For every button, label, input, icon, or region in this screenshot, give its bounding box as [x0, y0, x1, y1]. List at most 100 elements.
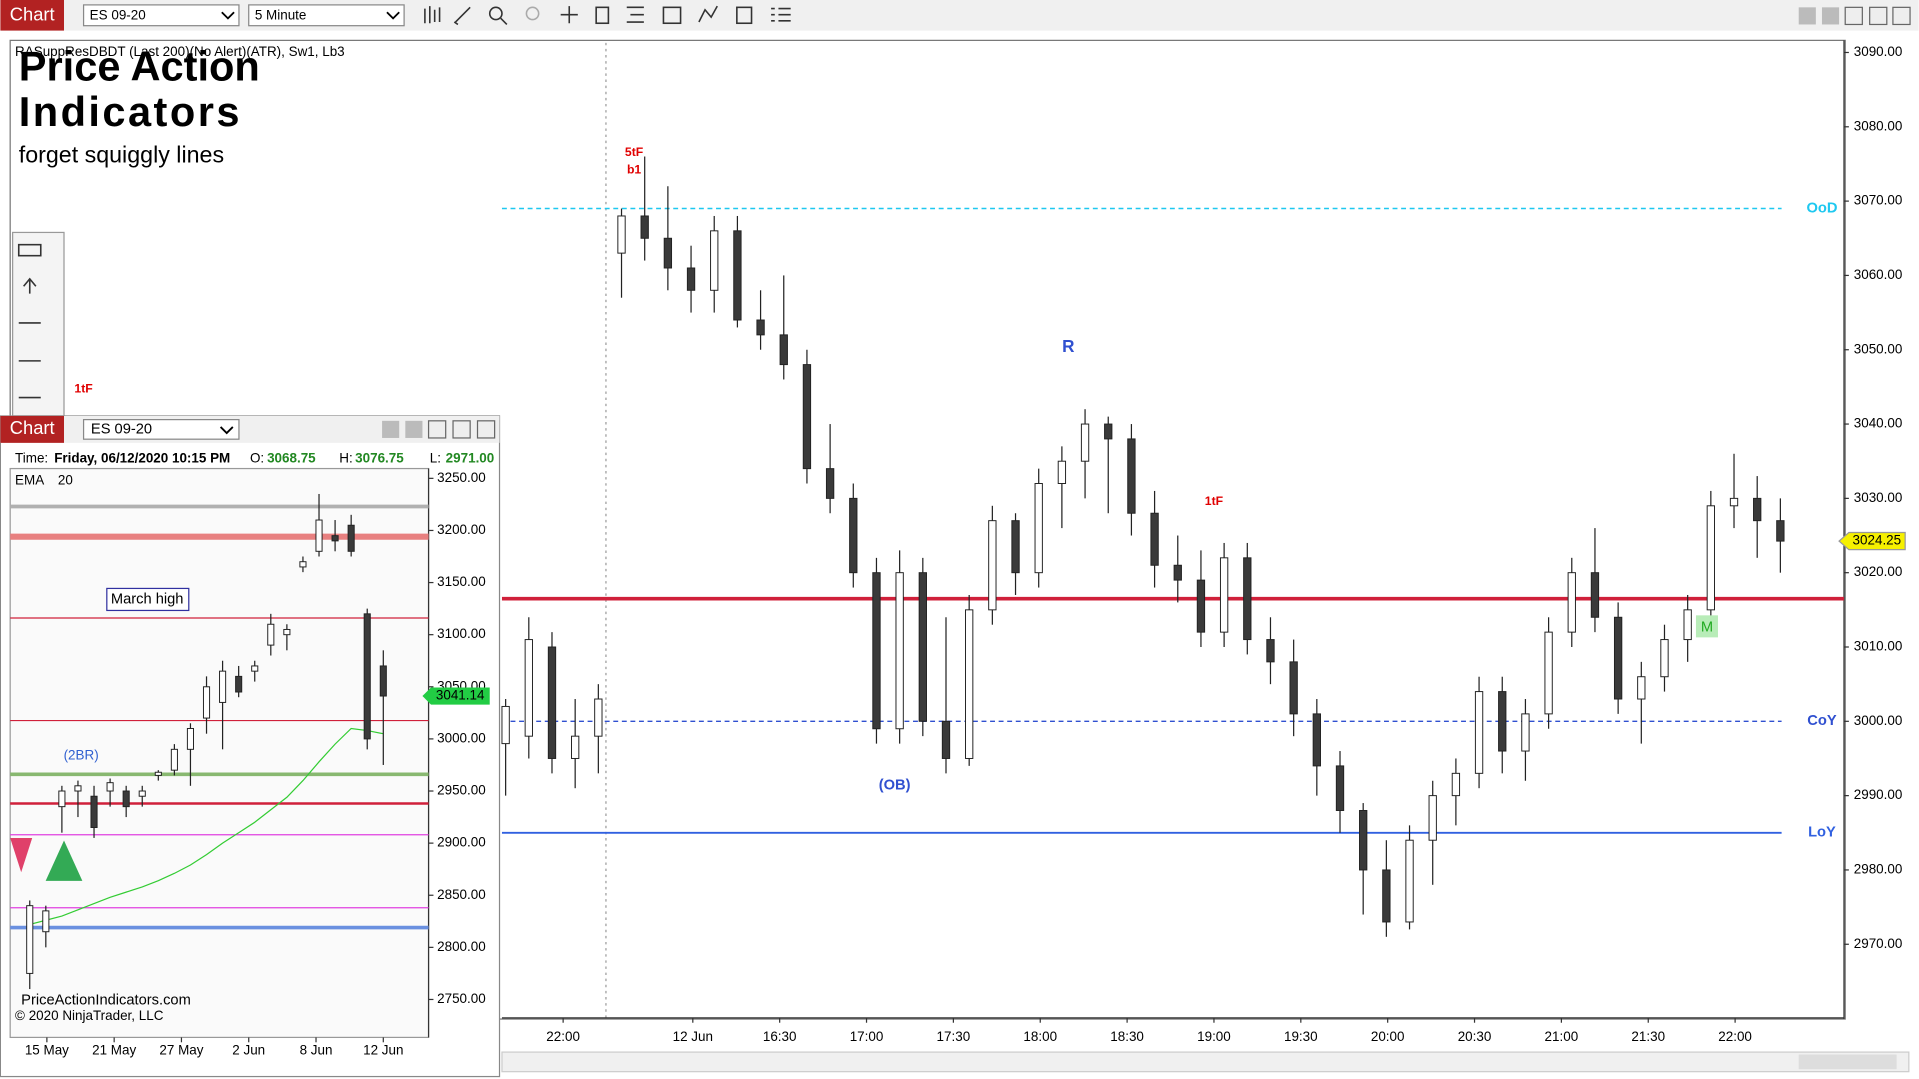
inset-toolbar [0, 415, 500, 443]
candle-body [106, 782, 114, 792]
interval-label[interactable]: 5 Minute [255, 7, 307, 22]
ema-period: 20 [58, 472, 73, 487]
candle-body [617, 215, 626, 254]
instrument-label[interactable]: ES 09-20 [90, 7, 146, 22]
annotation: 1tF [74, 381, 93, 395]
inset-tab-label[interactable]: Chart [10, 417, 55, 438]
candle-body [347, 524, 355, 552]
candle-body [219, 670, 227, 703]
candle-body [154, 771, 162, 776]
x-tick-label: 18:00 [1023, 1029, 1057, 1044]
x-tick-label: 21 May [92, 1042, 136, 1057]
candle-body [663, 237, 673, 269]
x-tick-label: 20:00 [1371, 1029, 1405, 1044]
last-price-tag [1838, 531, 1906, 551]
interval-select[interactable] [248, 4, 405, 27]
candle-body [686, 267, 696, 291]
y-tick-label: 2950.00 [437, 783, 486, 798]
y-tick-label: 3080.00 [1854, 118, 1903, 133]
candle-body [26, 905, 34, 974]
x-tick-label: 20:30 [1458, 1029, 1492, 1044]
candle-body [1219, 557, 1229, 633]
candle-body [941, 720, 951, 759]
x-tick-label: 8 Jun [300, 1042, 333, 1057]
candle-body [1474, 691, 1484, 774]
candle-body [299, 561, 307, 568]
y-tick-label: 3200.00 [437, 522, 486, 537]
candle-body [58, 790, 66, 808]
inset-tab[interactable] [0, 415, 65, 443]
candle-body [802, 364, 812, 470]
candle-body [1613, 616, 1623, 700]
y-tick-label: 3020.00 [1854, 564, 1903, 579]
y-tick-label: 3090.00 [1854, 44, 1903, 59]
annotation: R [1062, 337, 1074, 356]
last-price-tag [422, 687, 490, 705]
info-low: 2971.00 [446, 450, 495, 465]
candle-body [918, 572, 927, 722]
last-price-label: 3041.14 [436, 688, 485, 703]
candle-body [1289, 661, 1298, 715]
scroll-thumb[interactable] [1798, 1054, 1897, 1070]
brand-tagline: forget squiggly lines [19, 142, 224, 168]
candle-body [1034, 483, 1043, 574]
candle-body [1359, 810, 1368, 871]
candle-body [1312, 713, 1321, 767]
info-label: Time: [15, 450, 48, 465]
candle-body [1776, 520, 1785, 542]
level-label: LoY [1808, 825, 1836, 841]
y-tick-label: 2750.00 [437, 991, 486, 1006]
candle-body [1706, 505, 1716, 611]
instrument-select[interactable] [82, 4, 240, 27]
annotation-box [1695, 615, 1718, 638]
x-tick-label: 19:00 [1197, 1029, 1231, 1044]
candle-body [1567, 572, 1576, 633]
inset-instrument-select[interactable] [82, 418, 240, 440]
candle-body [1127, 438, 1136, 514]
brand-title: Indicators [19, 88, 242, 135]
y-tick-label: 3000.00 [1854, 713, 1903, 728]
candle-body [501, 705, 510, 745]
level-label: OoD [1806, 200, 1837, 216]
brand-title: Price Action [19, 43, 260, 90]
candle-body [1335, 765, 1345, 811]
candle-body [571, 735, 580, 759]
candle-body [90, 795, 98, 828]
window-buttons[interactable] [1798, 6, 1911, 26]
candle-body [965, 609, 974, 759]
dropdown-arrow [219, 426, 234, 435]
chart-tab-label[interactable]: Chart [10, 4, 55, 25]
candle-body [1428, 795, 1437, 841]
y-tick-label: 3030.00 [1854, 490, 1903, 505]
chart-tab[interactable] [0, 0, 65, 31]
candle-body [1521, 713, 1530, 752]
info-label: L: [430, 450, 441, 465]
x-tick-label: 12 Jun [673, 1029, 713, 1044]
candle-body [1382, 869, 1391, 923]
candle-body [640, 215, 649, 239]
candle-body [1080, 423, 1090, 462]
last-price-label: 3024.25 [1853, 533, 1902, 548]
drawing-tools[interactable] [17, 243, 42, 399]
annotation: 5tF [625, 145, 644, 159]
y-tick-label: 3000.00 [437, 730, 486, 745]
inset-instrument[interactable]: ES 09-20 [91, 421, 152, 437]
y-tick-label: 3150.00 [437, 574, 486, 589]
x-tick-label: 2 Jun [232, 1042, 265, 1057]
candle-body [1150, 512, 1159, 566]
y-tick-label: 3050.00 [1854, 341, 1903, 356]
x-tick-label: 22:00 [1718, 1029, 1752, 1044]
candle-body [1011, 520, 1020, 574]
candle-body [1683, 609, 1692, 641]
y-tick-label: 2970.00 [1854, 936, 1903, 951]
candle-body [251, 665, 259, 672]
scrollbar[interactable] [501, 1051, 1910, 1073]
inset-window-buttons[interactable] [382, 420, 496, 439]
x-tick-label: 12 Jun [363, 1042, 403, 1057]
x-tick-label: 16:30 [763, 1029, 797, 1044]
main-chart: 3090.00 3080.00 3070.00 3060.00 3050.00 3040.… [501, 44, 1906, 1044]
candle-body [547, 646, 557, 759]
toolbar-icons[interactable] [424, 5, 791, 26]
candle-body [872, 572, 881, 730]
candle-body [1173, 564, 1182, 581]
